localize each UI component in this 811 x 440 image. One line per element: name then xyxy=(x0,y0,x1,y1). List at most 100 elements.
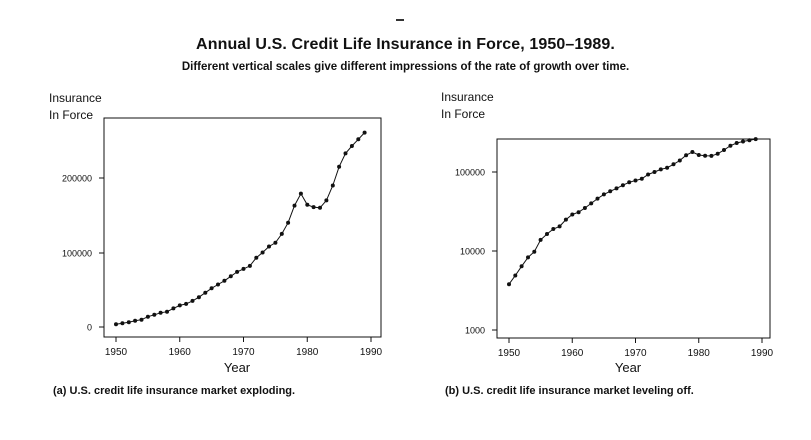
y-tick-label-b: 100000 xyxy=(455,168,485,178)
data-point-b xyxy=(582,206,587,210)
plot-frame-a xyxy=(103,117,382,338)
y-tick-label-a: 100000 xyxy=(62,249,92,259)
data-point-b xyxy=(728,143,733,148)
data-point-b xyxy=(734,141,739,145)
data-point-b xyxy=(551,227,556,231)
data-point-b xyxy=(538,237,543,242)
y-tick-label-a: 200000 xyxy=(62,174,92,184)
data-point-a xyxy=(337,164,342,169)
x-tick-label-b: 1980 xyxy=(688,348,711,359)
y-axis-label-line2-a: In Force xyxy=(49,108,93,122)
y-tick-label-b: 1000 xyxy=(465,326,485,336)
data-point-a xyxy=(241,266,246,271)
data-point-b xyxy=(513,273,518,278)
data-point-a xyxy=(311,205,316,210)
data-point-b xyxy=(715,151,720,156)
data-point-a xyxy=(145,314,150,319)
data-point-a xyxy=(324,198,329,203)
data-point-a xyxy=(254,255,259,260)
data-point-a xyxy=(209,286,214,291)
data-point-a xyxy=(190,298,195,303)
x-tick-label-b: 1950 xyxy=(498,348,521,359)
data-point-b xyxy=(620,183,625,188)
x-axis-label-a: Year xyxy=(224,360,251,375)
data-point-b xyxy=(627,180,632,185)
caption-b: (b) U.S. credit life insurance market le… xyxy=(445,385,694,397)
data-point-b xyxy=(576,210,581,215)
x-tick-label-a: 1980 xyxy=(296,347,319,358)
data-point-a xyxy=(114,322,118,327)
data-point-a xyxy=(235,269,240,274)
data-point-b xyxy=(646,172,651,177)
data-point-a xyxy=(184,301,189,306)
data-point-b xyxy=(747,138,752,143)
data-point-a xyxy=(126,320,131,325)
x-tick-label-b: 1990 xyxy=(751,348,774,359)
y-axis-label-line1-b: Insurance xyxy=(441,90,494,104)
top-mark xyxy=(396,19,404,21)
plot-frame-b xyxy=(496,138,771,339)
data-point-a xyxy=(196,295,201,300)
data-point-a xyxy=(279,231,284,236)
data-point-a xyxy=(222,278,227,283)
data-point-a xyxy=(177,303,182,308)
data-point-b xyxy=(652,170,657,174)
data-point-b xyxy=(703,153,708,158)
data-point-a xyxy=(286,220,291,225)
data-point-b xyxy=(753,137,758,142)
x-axis-label-b: Year xyxy=(615,360,642,375)
data-point-b xyxy=(677,158,682,163)
x-tick-label-a: 1960 xyxy=(169,347,192,358)
y-tick-label-a: 0 xyxy=(87,323,92,333)
x-tick-label-a: 1950 xyxy=(105,347,128,358)
data-point-a xyxy=(158,310,163,315)
data-point-a xyxy=(120,321,125,326)
x-tick-label-b: 1960 xyxy=(561,348,584,359)
data-point-b xyxy=(563,217,568,222)
data-point-a xyxy=(305,202,310,207)
data-point-b xyxy=(722,148,726,152)
data-point-b xyxy=(671,162,676,167)
data-point-a xyxy=(139,317,144,322)
data-point-b xyxy=(690,150,695,154)
data-point-a xyxy=(216,282,220,287)
data-point-a xyxy=(247,263,252,268)
data-point-a xyxy=(171,306,176,311)
x-tick-label-a: 1970 xyxy=(232,347,255,358)
data-point-b xyxy=(614,186,619,191)
caption-a: (a) U.S. credit life insurance market ex… xyxy=(53,385,295,397)
data-point-b xyxy=(589,201,594,206)
data-point-b xyxy=(557,224,562,229)
series-line-a xyxy=(115,132,365,325)
data-point-b xyxy=(709,153,714,158)
data-point-a xyxy=(203,290,208,295)
y-axis-label-line1-a: Insurance xyxy=(49,91,102,105)
data-point-b xyxy=(507,282,511,287)
data-point-b xyxy=(570,212,575,217)
data-point-b xyxy=(639,176,644,181)
data-point-a xyxy=(298,191,303,196)
data-point-a xyxy=(318,205,322,210)
data-point-a xyxy=(228,274,233,279)
data-point-a xyxy=(362,130,367,135)
data-point-b xyxy=(519,264,524,269)
data-point-a xyxy=(165,309,169,314)
figure-subtitle: Different vertical scales give different… xyxy=(181,61,630,73)
data-point-b xyxy=(665,165,670,170)
data-point-a xyxy=(273,240,278,245)
data-point-b xyxy=(595,196,600,201)
data-point-b xyxy=(608,189,613,194)
data-point-a xyxy=(267,244,271,249)
y-axis-label-line2-b: In Force xyxy=(441,107,485,121)
data-point-b xyxy=(532,249,537,254)
series-line-b xyxy=(508,138,756,285)
y-tick-label-b: 10000 xyxy=(460,247,485,257)
figure-title: Annual U.S. Credit Life Insurance in For… xyxy=(196,36,615,53)
data-point-b xyxy=(741,139,745,144)
data-point-b xyxy=(658,167,663,172)
data-point-b xyxy=(601,192,606,197)
x-tick-label-b: 1970 xyxy=(624,348,647,359)
data-point-a xyxy=(260,250,265,255)
